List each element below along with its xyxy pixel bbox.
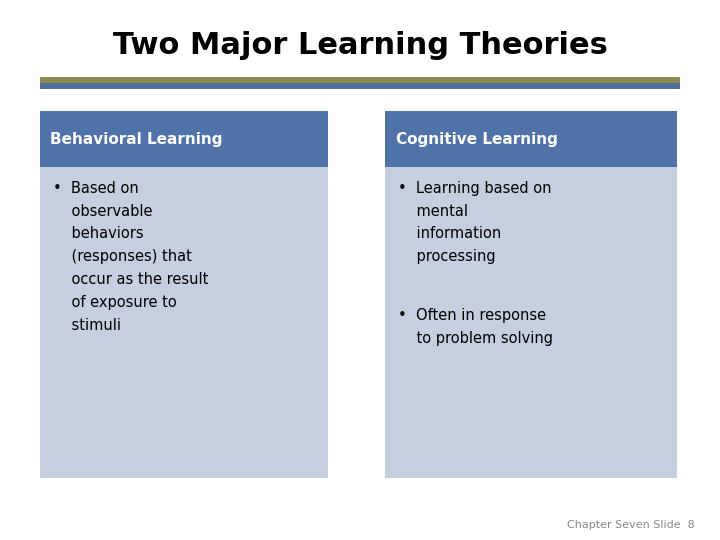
Text: •  Based on
    observable
    behaviors
    (responses) that
    occur as the r: • Based on observable behaviors (respons… [53,181,208,333]
Bar [40,111,328,167]
Bar [40,77,680,83]
Text: Chapter Seven Slide  8: Chapter Seven Slide 8 [567,520,695,530]
Bar [385,111,677,167]
Text: •  Often in response
    to problem solving: • Often in response to problem solving [398,308,553,346]
Text: •  Learning based on
    mental
    information
    processing: • Learning based on mental information p… [398,181,552,264]
Bar [385,111,677,478]
Text: Behavioral Learning: Behavioral Learning [50,132,223,146]
Text: Two Major Learning Theories: Two Major Learning Theories [112,31,608,60]
Bar [40,83,680,89]
Text: Cognitive Learning: Cognitive Learning [396,132,558,146]
Bar [40,111,328,478]
